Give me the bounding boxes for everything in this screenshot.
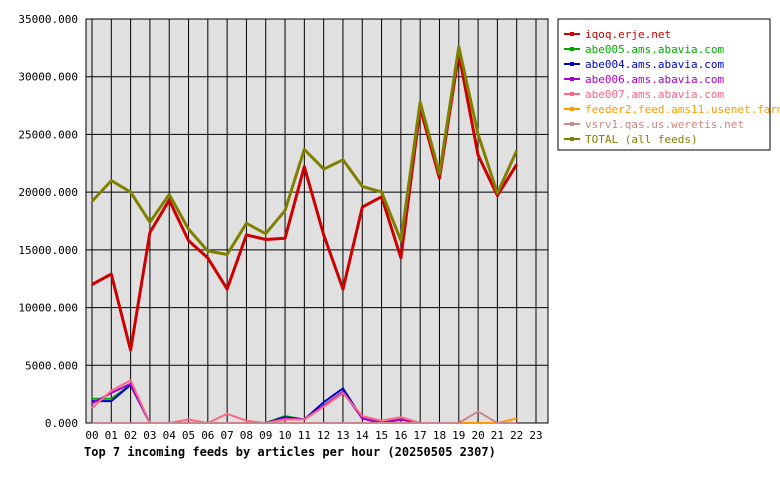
- legend-marker: [570, 62, 574, 66]
- legend-label: abe006.ams.abavia.com: [585, 73, 724, 86]
- x-tick-label: 12: [317, 429, 330, 442]
- y-tick-label: 25000.000: [18, 128, 78, 141]
- legend-marker: [570, 137, 574, 141]
- x-tick-label: 18: [433, 429, 446, 442]
- chart-title: Top 7 incoming feeds by articles per hou…: [84, 445, 496, 459]
- legend-marker: [570, 32, 574, 36]
- legend-marker: [570, 122, 574, 126]
- y-tick-label: 0.000: [45, 417, 78, 430]
- legend-label: iqoq.erje.net: [585, 28, 671, 41]
- x-tick-label: 04: [163, 429, 177, 442]
- series-lines: [90, 45, 519, 424]
- x-tick-label: 13: [336, 429, 349, 442]
- x-tick-label: 16: [394, 429, 407, 442]
- legend-label: vsrv1.qas.us.weretis.net: [585, 118, 744, 131]
- plot-area: [85, 18, 549, 424]
- legend-marker: [570, 107, 574, 111]
- legend-marker: [570, 92, 574, 96]
- legend-marker: [570, 47, 574, 51]
- x-tick-label: 17: [414, 429, 427, 442]
- x-tick-label: 19: [452, 429, 465, 442]
- legend-label: abe005.ams.abavia.com: [585, 43, 724, 56]
- legend: iqoq.erje.net abe005.ams.abavia.com abe004…: [564, 28, 780, 146]
- x-tick-label: 22: [510, 429, 523, 442]
- x-tick-label: 02: [124, 429, 137, 442]
- legend-box: [557, 18, 771, 151]
- x-axis-ticks: 00 01 02 03 04 05 06 07 08 09 10 11 12 13 14 15 16 17 18 19…: [85, 429, 542, 442]
- x-tick-label: 03: [143, 429, 156, 442]
- series-line-6: [92, 410, 517, 424]
- series-line-7: [90, 45, 519, 256]
- y-axis-ticks: 0.000 5000.000 10000.000 15000.000 20000.000…: [18, 13, 78, 430]
- x-tick-label: 06: [201, 429, 214, 442]
- x-tick-label: 00: [85, 429, 98, 442]
- x-tick-label: 14: [356, 429, 370, 442]
- legend-marker: [570, 77, 574, 81]
- y-tick-label: 5000.000: [25, 359, 78, 372]
- x-tick-label: 05: [182, 429, 195, 442]
- legend-label: TOTAL (all feeds): [585, 133, 698, 146]
- grid-lines: [86, 19, 548, 423]
- x-tick-label: 10: [278, 429, 291, 442]
- y-tick-label: 35000.000: [18, 13, 78, 26]
- x-tick-label: 07: [221, 429, 234, 442]
- legend-label: abe004.ams.abavia.com: [585, 58, 724, 71]
- x-tick-label: 23: [529, 429, 542, 442]
- legend-label: feeder2.feed.ams11.usenet.farm: [585, 103, 780, 116]
- x-tick-label: 09: [259, 429, 272, 442]
- legend-label: abe007.ams.abavia.com: [585, 88, 724, 101]
- x-tick-label: 20: [471, 429, 484, 442]
- y-tick-label: 10000.000: [18, 302, 78, 315]
- y-tick-label: 20000.000: [18, 186, 78, 199]
- y-tick-label: 15000.000: [18, 244, 78, 257]
- x-tick-label: 11: [298, 429, 311, 442]
- x-tick-label: 08: [240, 429, 253, 442]
- x-tick-label: 15: [375, 429, 388, 442]
- x-tick-label: 01: [105, 429, 118, 442]
- x-tick-label: 21: [491, 429, 504, 442]
- y-tick-label: 30000.000: [18, 71, 78, 84]
